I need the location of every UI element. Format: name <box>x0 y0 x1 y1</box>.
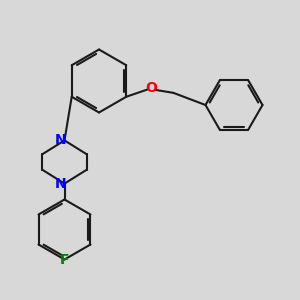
Text: F: F <box>60 253 69 266</box>
Text: O: O <box>145 81 157 95</box>
Text: N: N <box>55 177 66 190</box>
Text: N: N <box>55 134 66 147</box>
